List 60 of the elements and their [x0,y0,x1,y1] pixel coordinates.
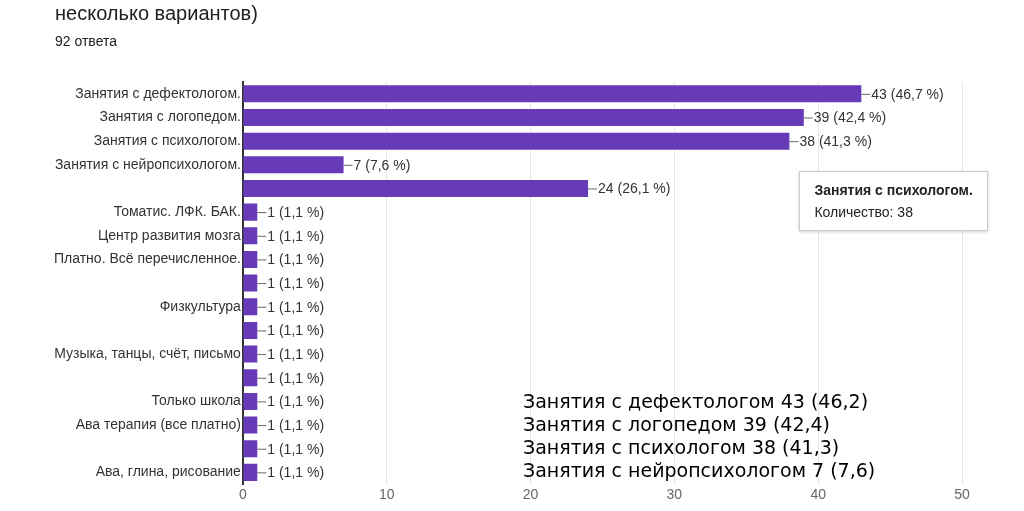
y-tick-label: Занятия с дефектологом. [75,84,241,101]
data-label: 1 (1,1 %) [267,322,325,339]
data-label: 1 (1,1 %) [267,369,325,386]
data-label: 24 (26,1 %) [598,180,671,197]
x-tick-label: 20 [522,486,539,503]
text: 92 ответа [55,33,117,49]
bar [243,369,258,387]
bar [243,250,258,268]
data-label: 1 (1,1 %) [267,251,325,268]
bar [243,227,258,245]
data-label: 1 (1,1 %) [267,274,325,291]
data-label: 39 (42,4 %) [813,109,887,126]
y-tick-label: Центр развития мозга [97,226,242,243]
x-tick-label: 40 [810,486,827,503]
y-tick-label: Физкультура [159,297,242,314]
y-tick-label: Занятия с нейропсихологом. [54,155,241,172]
bar [243,440,258,458]
bar [243,108,804,127]
data-label: 1 (1,1 %) [267,440,325,457]
bar [243,132,790,150]
annotation: Занятия с нейропсихологом 7 (7,6) [523,458,876,481]
data-label: 1 (1,1 %) [267,227,325,244]
tooltip-box: Занятия с психологом. Количество: 38 [799,171,988,232]
data-label: 1 (1,1 %) [267,345,325,362]
y-tick-label: Только школа [151,392,242,409]
bar [243,85,862,103]
bar [243,345,258,363]
annotation: Занятия с психологом 38 (41,3) [523,435,840,458]
y-tick-label: Томатис. ЛФК. БАК. [113,202,241,219]
bar [243,179,589,197]
data-label: 1 (1,1 %) [267,416,325,433]
x-tick-label: 0 [239,486,247,503]
data-label: 1 (1,1 %) [267,203,325,220]
bar [243,392,258,410]
data-label: 7 (7,6 %) [353,156,411,173]
y-tick-label: Ава, глина, рисование [95,463,242,480]
bar [243,298,258,316]
x-tick-label: 30 [666,486,683,503]
chart-title: несколько вариантов) [55,2,258,25]
y-tick-label: Занятия с логопедом. [99,108,241,125]
x-tick-label: 50 [954,486,970,503]
bar [243,274,258,292]
data-label: 43 (46,7 %) [871,85,944,102]
bar [243,203,258,221]
y-tick-label: Платно. Всё перечисленное. [54,250,241,267]
annotation: Занятия с психологом. Количество: 38 [814,182,973,221]
bar [243,156,344,174]
y-tick-label: Занятия с психологом. [93,132,241,149]
data-label: 38 (41,3 %) [799,133,872,150]
data-label: 1 (1,1 %) [267,298,325,315]
bar [243,321,258,339]
x-tick-label: 10 [378,486,395,503]
bar [243,416,258,434]
annotation: Занятия с логопедом 39 (42,4) [523,412,831,435]
y-tick-label: Музыка, танцы, счёт, письмо [54,344,242,361]
annotation: Занятия с дефектологом 43 (46,2) [523,389,869,412]
bar [243,463,258,481]
y-tick-label: Ава терапия (все платно) [75,415,241,432]
data-label: 1 (1,1 %) [267,464,325,481]
data-label: 1 (1,1 %) [267,393,325,410]
